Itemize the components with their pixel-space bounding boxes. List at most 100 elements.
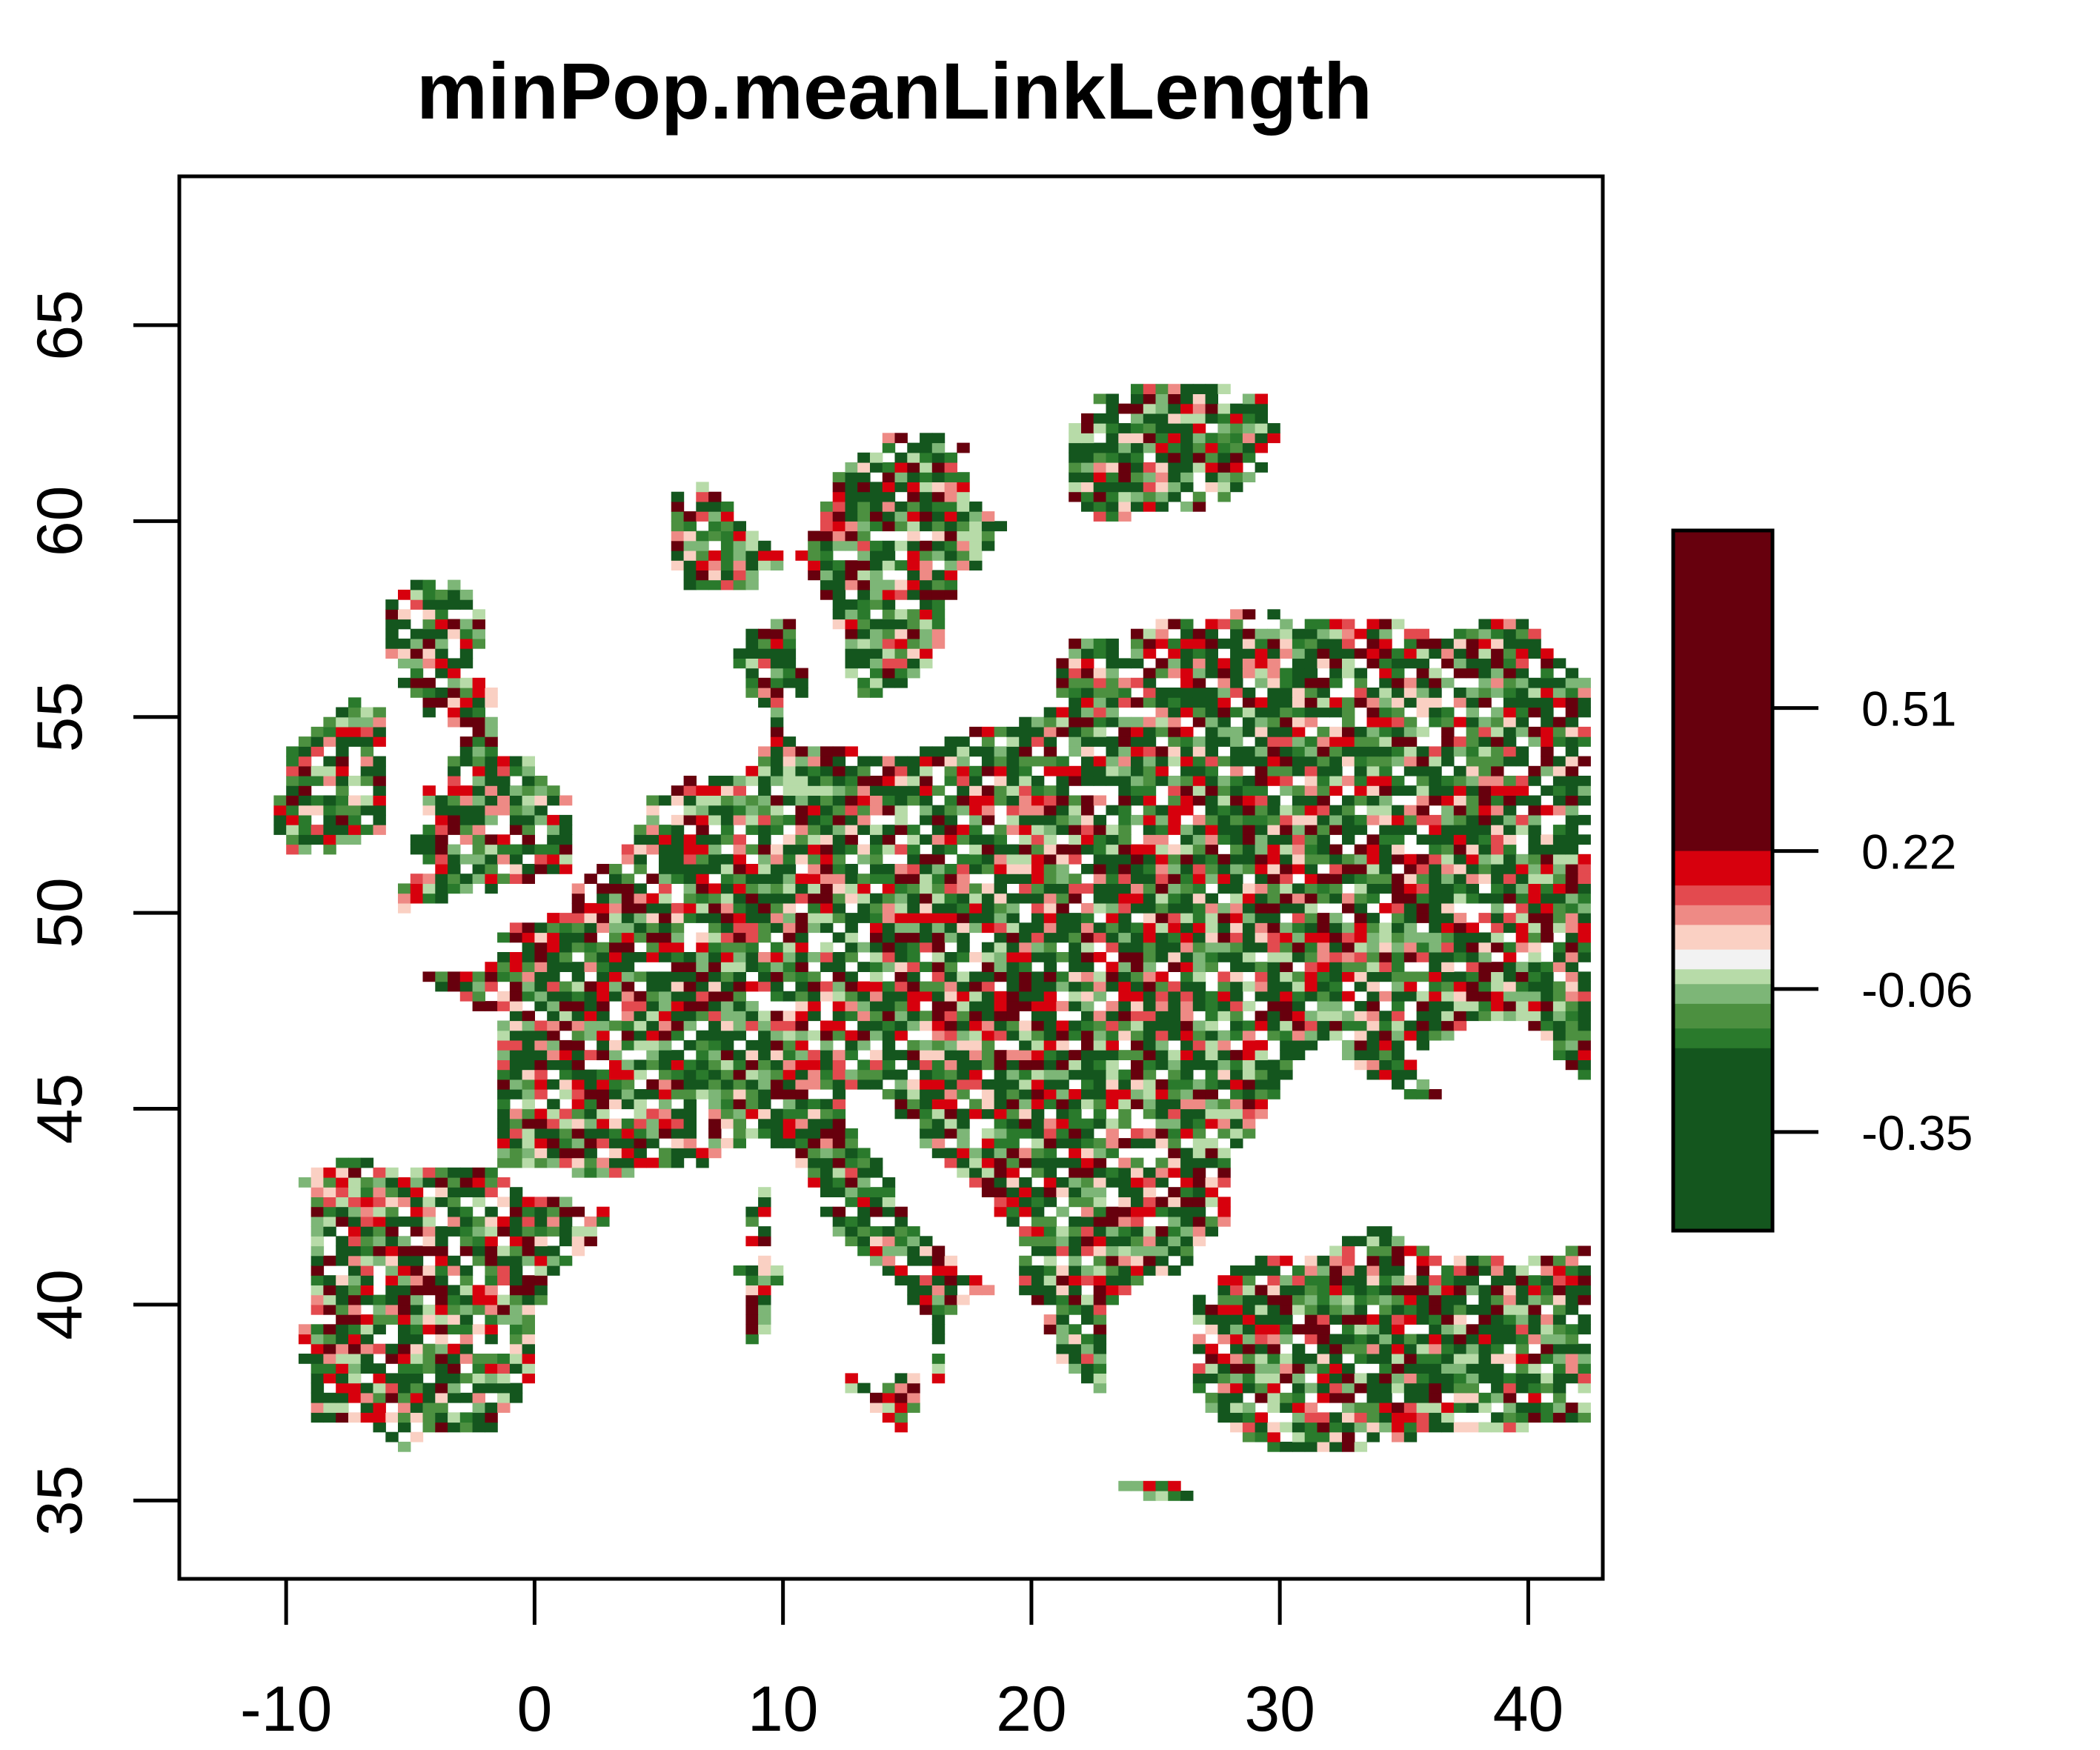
- raster-cell: [1031, 776, 1045, 786]
- raster-cell: [1379, 765, 1392, 776]
- raster-cell: [1205, 668, 1218, 679]
- raster-cell: [1354, 746, 1368, 757]
- raster-cell: [1267, 658, 1280, 669]
- raster-cell: [994, 1118, 1007, 1129]
- raster-cell: [422, 1354, 436, 1364]
- raster-cell: [1280, 1039, 1293, 1051]
- raster-cell: [1503, 1412, 1517, 1423]
- raster-cell: [298, 825, 312, 835]
- raster-cell: [1429, 1255, 1442, 1266]
- raster-cell: [1304, 776, 1318, 786]
- raster-cell: [808, 893, 821, 904]
- raster-cell: [1143, 1255, 1157, 1266]
- raster-cell: [348, 1373, 362, 1384]
- raster-cell: [1143, 746, 1157, 757]
- raster-cell: [931, 844, 946, 855]
- raster-cell: [410, 1226, 424, 1237]
- raster-cell: [1031, 1108, 1045, 1119]
- raster-cell: [1180, 942, 1194, 953]
- raster-cell: [1565, 883, 1579, 894]
- raster-cell: [845, 1128, 858, 1139]
- raster-cell: [1565, 942, 1579, 953]
- raster-cell: [931, 902, 946, 914]
- raster-cell: [1304, 805, 1318, 816]
- raster-cell: [1416, 942, 1429, 953]
- raster-cell: [1441, 1285, 1455, 1296]
- raster-cell: [1069, 1275, 1082, 1285]
- raster-cell: [1205, 648, 1218, 659]
- raster-cell: [1491, 756, 1504, 767]
- raster-cell: [1043, 952, 1057, 962]
- raster-cell: [1267, 1392, 1280, 1403]
- raster-cell: [646, 795, 659, 806]
- raster-cell: [1217, 1177, 1231, 1188]
- raster-cell: [1478, 1001, 1492, 1011]
- raster-cell: [1217, 795, 1231, 806]
- raster-cell: [597, 1118, 610, 1129]
- raster-cell: [609, 1050, 622, 1060]
- raster-cell: [348, 1157, 362, 1168]
- raster-cell: [1528, 1373, 1541, 1384]
- raster-cell: [708, 971, 722, 982]
- raster-cell: [808, 746, 821, 757]
- raster-cell: [808, 902, 821, 914]
- raster-cell: [571, 1011, 585, 1022]
- raster-cell: [1503, 1011, 1517, 1022]
- raster-cell: [857, 765, 871, 776]
- raster-cell: [522, 844, 535, 855]
- raster-cell: [1106, 1294, 1119, 1305]
- raster-cell: [845, 952, 858, 962]
- raster-cell: [1354, 932, 1368, 943]
- raster-cell: [1069, 913, 1082, 923]
- raster-cell: [1304, 942, 1318, 953]
- raster-cell: [435, 1167, 448, 1178]
- raster-cell: [1192, 825, 1206, 835]
- raster-cell: [323, 1304, 336, 1315]
- raster-cell: [459, 1226, 474, 1237]
- raster-cell: [894, 991, 908, 1002]
- raster-cell: [870, 1187, 883, 1197]
- raster-cell: [720, 952, 734, 962]
- raster-cell: [1541, 971, 1554, 982]
- raster-cell: [1255, 825, 1268, 835]
- raster-cell: [1552, 893, 1566, 904]
- raster-cell: [1466, 1403, 1479, 1413]
- raster-cell: [1541, 648, 1554, 659]
- raster-cell: [1155, 1177, 1169, 1188]
- raster-cell: [1081, 668, 1094, 679]
- raster-cell: [509, 795, 523, 806]
- raster-cell: [422, 971, 436, 982]
- raster-cell: [1565, 814, 1579, 825]
- raster-cell: [1429, 638, 1442, 649]
- raster-cell: [1478, 668, 1492, 679]
- raster-cell: [435, 697, 448, 708]
- raster-cell: [808, 1157, 821, 1168]
- raster-cell: [994, 1099, 1007, 1110]
- raster-cell: [708, 981, 722, 992]
- raster-cell: [1081, 1011, 1094, 1022]
- raster-cell: [597, 1020, 610, 1031]
- raster-cell: [683, 834, 697, 845]
- raster-cell: [1106, 962, 1119, 972]
- raster-cell: [1466, 1265, 1479, 1276]
- raster-cell: [1131, 883, 1144, 894]
- raster-cell: [385, 1373, 399, 1384]
- raster-cell: [1453, 991, 1467, 1002]
- raster-cell: [571, 1148, 585, 1159]
- raster-cell: [509, 1050, 523, 1060]
- raster-cell: [609, 932, 622, 943]
- raster-cell: [1541, 1020, 1554, 1031]
- raster-cell: [547, 1138, 560, 1148]
- raster-cell: [1118, 1089, 1132, 1099]
- raster-cell: [1230, 1294, 1243, 1305]
- raster-cell: [459, 1285, 474, 1296]
- raster-cell: [1192, 902, 1206, 914]
- raster-cell: [870, 638, 883, 649]
- raster-cell: [1143, 1197, 1157, 1208]
- raster-cell: [1131, 991, 1144, 1002]
- raster-cell: [758, 874, 771, 884]
- raster-cell: [1192, 1079, 1206, 1090]
- raster-cell: [820, 1138, 834, 1148]
- raster-cell: [1267, 638, 1280, 649]
- raster-cell: [1192, 1383, 1206, 1394]
